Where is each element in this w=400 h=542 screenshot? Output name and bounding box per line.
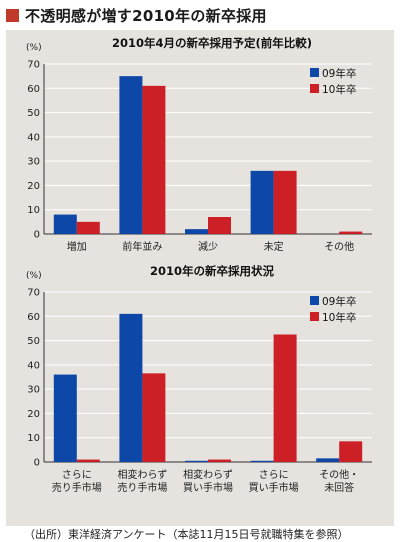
chart2-legend-label: 09年卒	[322, 295, 356, 308]
chart2-category-label: さらに	[259, 469, 289, 481]
chart2-y-tick-label: 20	[27, 409, 40, 420]
chart2-ylabel: (%)	[26, 271, 42, 281]
chart2-category-label: 買い手市場	[249, 481, 299, 494]
chart1-y-tick-label: 0	[34, 230, 40, 241]
chart1-y-tick-label: 50	[27, 108, 40, 119]
chart1-bar-10	[273, 170, 297, 234]
chart1-category-label: 減少	[198, 240, 218, 253]
chart1-title: 2010年4月の新卒採用予定(前年比較)	[112, 36, 312, 50]
chart1-bar-09	[185, 229, 208, 234]
chart1-category-label: 前年並み	[122, 240, 162, 253]
chart1-ylabel: (%)	[26, 43, 42, 53]
chart2-category-label: 相変わらず	[183, 468, 233, 481]
chart1-legend-label: 10年卒	[322, 83, 356, 96]
title-bar: 不透明感が増す2010年の新卒採用	[0, 0, 400, 30]
chart1-y-tick-label: 40	[27, 132, 40, 143]
chart2-y-tick-label: 40	[27, 360, 40, 371]
chart2-legend-label: 10年卒	[322, 311, 356, 324]
chart2-bar-10	[208, 459, 231, 462]
chart1-legend-swatch	[310, 68, 319, 77]
chart-panel: 2010年4月の新卒採用予定(前年比較) (%) 0 10 20 30 40 50 60 70 増加…	[6, 30, 394, 541]
chart1-bar-10	[339, 231, 363, 234]
source-note: （出所）東洋経済アンケート（本誌11月15日号就職特集を参照）	[24, 528, 349, 541]
chart1-bar-09	[119, 76, 143, 234]
chart1-category-label: 未定	[264, 240, 284, 253]
chart2-bar-09	[53, 374, 77, 462]
chart2-bar-10	[273, 334, 297, 462]
page-title: 不透明感が増す2010年の新卒採用	[25, 6, 267, 25]
chart1-y-tick-label: 10	[27, 205, 40, 216]
chart1-y-tick-label: 60	[27, 84, 40, 95]
chart1-bar-10	[142, 85, 166, 234]
chart2-bar-09	[185, 460, 208, 462]
chart2-y-tick-label: 10	[27, 433, 40, 444]
chart2-category-label: 買い手市場	[183, 481, 233, 494]
chart2-category-label: 売り手市場	[117, 481, 167, 494]
chart1-y-tick-label: 30	[27, 157, 40, 168]
chart1-y-tick-label: 70	[27, 60, 40, 71]
chart1-legend-swatch	[310, 84, 319, 93]
chart1-legend-label: 09年卒	[322, 67, 356, 80]
chart2-y-tick-label: 60	[27, 312, 40, 323]
chart2-category-label: その他・	[319, 468, 359, 481]
chart2-y-tick-label: 50	[27, 336, 40, 347]
chart2-category-label: さらに	[62, 469, 92, 481]
chart2-y-tick-label: 70	[27, 288, 40, 299]
chart1-category-label: その他	[324, 240, 354, 253]
chart1-bar-09	[53, 214, 77, 234]
chart2-category-label: 売り手市場	[52, 481, 102, 494]
chart1-bar-09	[250, 170, 274, 234]
chart2-title: 2010年の新卒採用状況	[150, 264, 275, 278]
chart2-category-label: 未回答	[324, 481, 354, 494]
chart2-legend-swatch	[310, 312, 319, 321]
title-marker-icon	[6, 8, 19, 22]
chart2-legend-swatch	[310, 296, 319, 305]
chart2-y-tick-label: 0	[34, 458, 40, 469]
chart1-category-label: 増加	[67, 240, 87, 253]
chart2-y-tick-label: 30	[27, 385, 40, 396]
chart2-bar-10	[142, 373, 166, 462]
charts-svg: 2010年4月の新卒採用予定(前年比較) (%) 0 10 20 30 40 50 60 70 増加…	[26, 36, 372, 494]
chart2-bar-09	[316, 458, 340, 462]
chart2-bar-09	[250, 460, 274, 462]
chart1-y-tick-label: 20	[27, 181, 40, 192]
chart2-category-label: 相変わらず	[117, 468, 167, 481]
chart1-bar-10	[76, 221, 100, 234]
chart1-bar-10	[208, 217, 231, 234]
chart2-bar-10	[339, 441, 363, 462]
chart2-bar-09	[119, 313, 143, 462]
chart2-bar-10	[76, 459, 100, 462]
